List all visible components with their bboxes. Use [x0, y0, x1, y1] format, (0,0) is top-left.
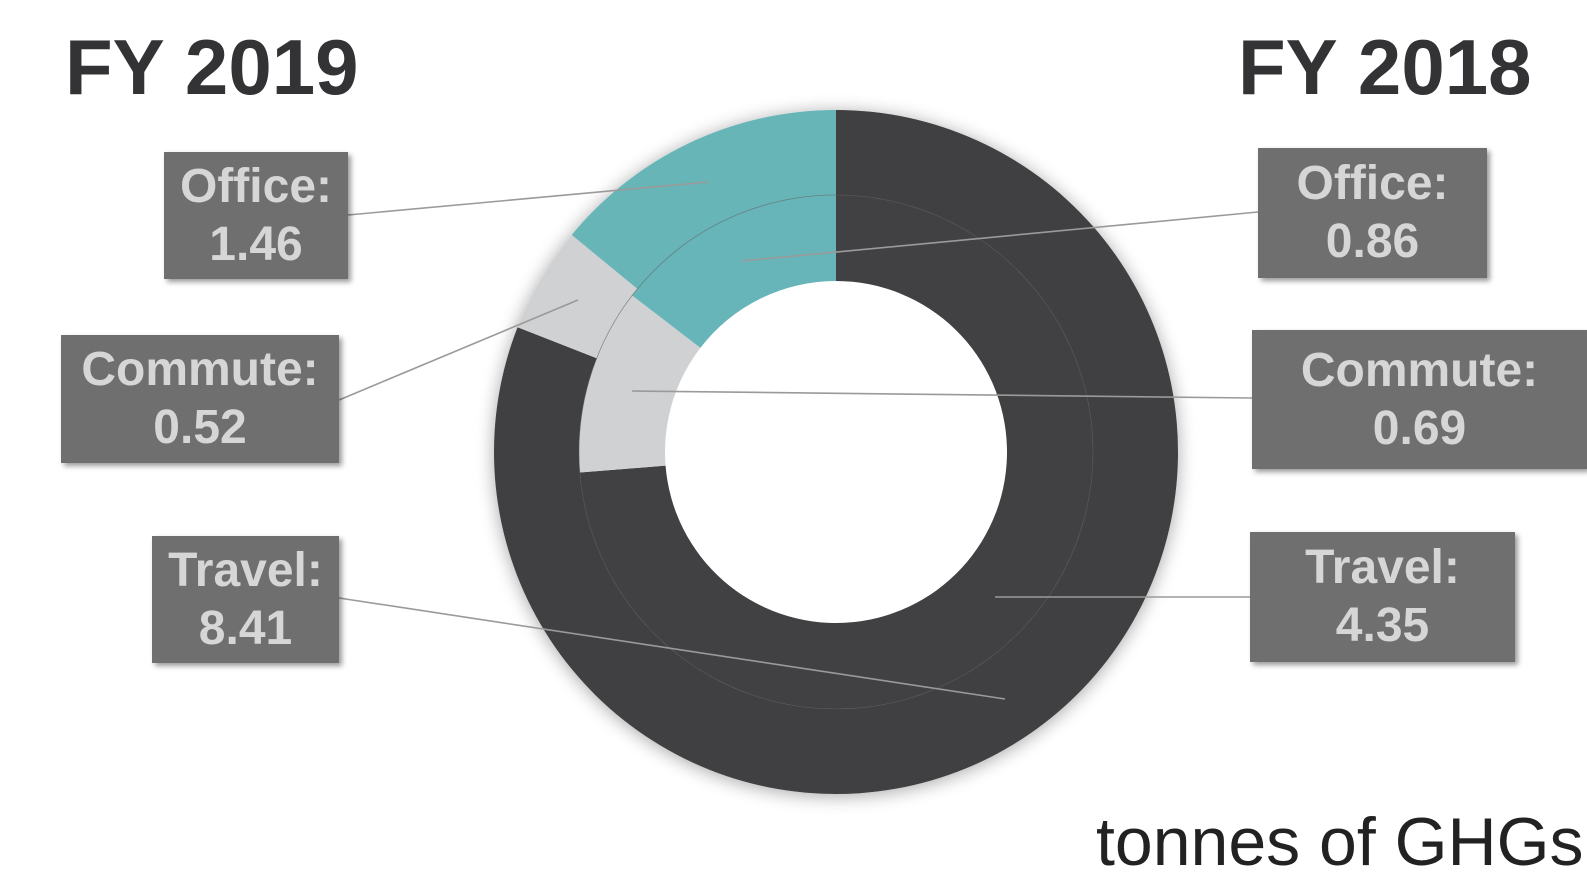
leader-travel-fy2019	[338, 597, 1006, 700]
label-office-fy2018: Office: 0.86	[1258, 148, 1487, 278]
label-commute-fy2019-value: 0.52	[153, 401, 247, 454]
leader-commute-fy2019	[338, 299, 579, 401]
slice-commute-inner	[579, 295, 701, 473]
label-commute-fy2018-name: Commute:	[1300, 343, 1539, 397]
label-commute-fy2018: Commute: 0.69	[1252, 330, 1587, 469]
leader-office-fy2018	[741, 211, 1259, 262]
slice-travel-inner	[579, 195, 1094, 710]
leader-commute-fy2018	[631, 390, 1253, 399]
label-travel-fy2019-value: 8.41	[198, 601, 293, 655]
label-office-fy2019-value: 1.46	[209, 217, 303, 271]
slice-office-outer	[571, 110, 836, 289]
title-fy2018: FY 2018	[1238, 23, 1532, 111]
label-commute-fy2018-value: 0.69	[1372, 401, 1467, 455]
label-travel-fy2018: Travel: 4.35	[1250, 532, 1515, 662]
slice-office-inner	[632, 195, 836, 348]
label-office-fy2018-value: 0.86	[1325, 215, 1420, 268]
leader-lines	[338, 181, 1259, 700]
label-office-fy2019-name: Office:	[179, 159, 332, 213]
label-travel-fy2019: Travel: 8.41	[152, 536, 339, 663]
unit-label: tonnes of GHGs	[1096, 804, 1584, 880]
label-commute-fy2019: Commute: 0.52	[61, 335, 339, 463]
label-travel-fy2018-value: 4.35	[1335, 599, 1430, 652]
label-commute-fy2019-name: Commute:	[81, 343, 319, 396]
ring-divider	[578, 194, 1094, 710]
outer-ring-fy2019	[494, 110, 1179, 794]
label-office-fy2018-name: Office:	[1296, 157, 1449, 210]
label-travel-fy2019-name: Travel:	[168, 543, 323, 597]
inner-ring-fy2018	[579, 195, 1094, 710]
title-fy2019: FY 2019	[65, 23, 359, 111]
label-travel-fy2018-name: Travel:	[1305, 541, 1460, 594]
leader-office-fy2019	[347, 181, 709, 216]
slice-commute-outer	[517, 234, 638, 359]
label-office-fy2019: Office: 1.46	[164, 152, 348, 279]
